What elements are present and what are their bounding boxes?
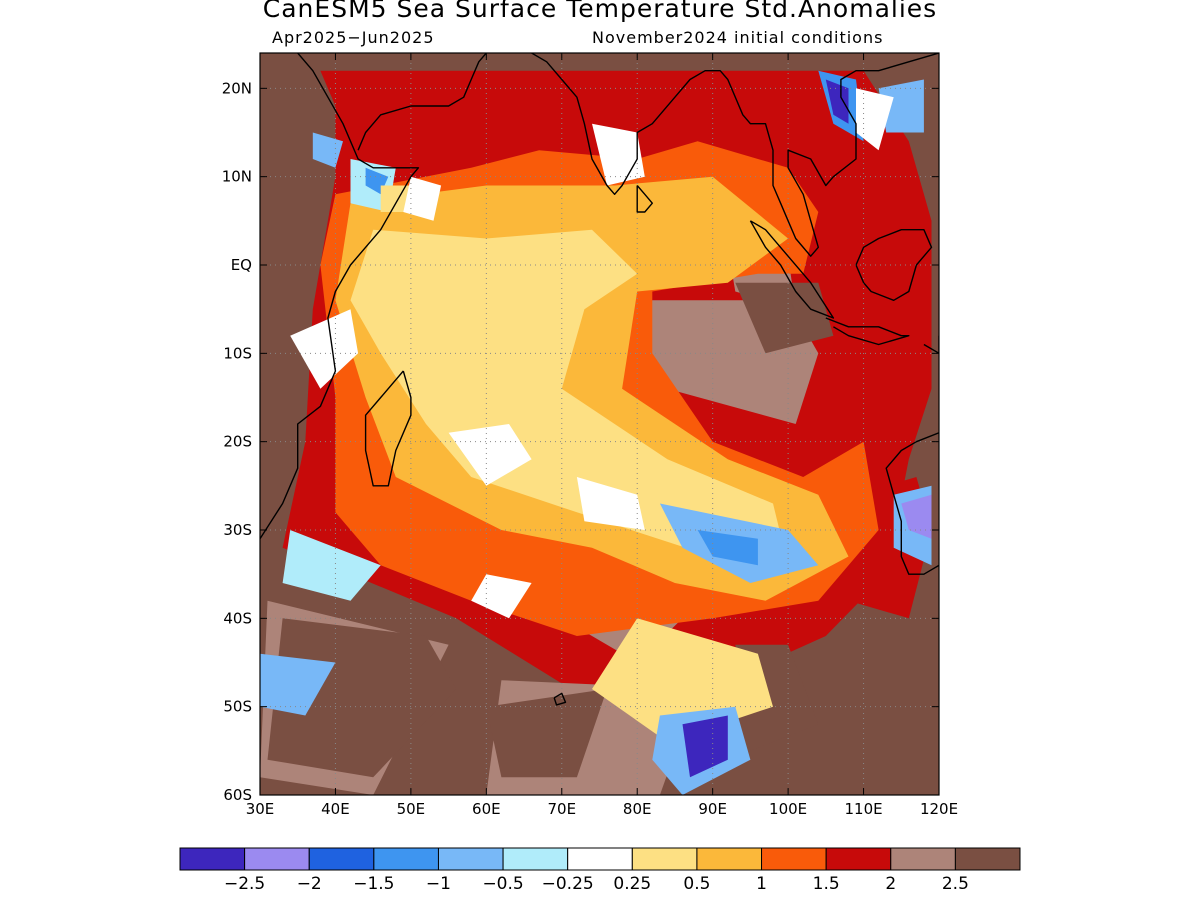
- y-tick-label: EQ: [231, 256, 252, 274]
- coastline: [825, 317, 910, 346]
- y-tick-label: 60S: [223, 786, 252, 804]
- y-tick-label: 10S: [223, 344, 252, 362]
- coastline: [364, 370, 412, 487]
- anomaly-region: [471, 574, 532, 619]
- colorbar-swatch: [567, 847, 633, 871]
- anomaly-region: [901, 494, 932, 539]
- y-tick-label: 20N: [222, 79, 252, 97]
- colorbar-swatch: [502, 847, 569, 871]
- x-tick-label: 30E: [246, 800, 275, 818]
- anomaly-region: [350, 229, 789, 566]
- colorbar-swatch: [696, 847, 763, 871]
- y-tick-label: 20S: [223, 433, 252, 451]
- colorbar-label: 0.5: [683, 874, 710, 894]
- y-tick-label: 10N: [222, 168, 252, 186]
- colorbar: −2.5 −2 −1.5 −1 −0.5 −0.25 0.25 0.5 1 1.5 2 2.5: [179, 847, 1021, 894]
- colorbar-label: −2: [297, 874, 322, 894]
- anomaly-region: [290, 309, 359, 389]
- coastline: [531, 53, 939, 257]
- anomaly-region: [282, 530, 381, 601]
- colorbar-label: 1: [756, 874, 767, 894]
- colorbar-label: −1: [426, 874, 451, 894]
- anomaly-region: [403, 176, 442, 221]
- colorbar-swatch: [308, 847, 375, 871]
- anomaly-region: [486, 689, 607, 778]
- colorbar-label: −0.5: [482, 874, 523, 894]
- colorbar-label: −0.25: [542, 874, 594, 894]
- colorbar-swatch: [761, 847, 827, 871]
- colorbar-label: −1.5: [353, 874, 394, 894]
- colorbar-swatch: [437, 847, 504, 871]
- chart-title: CanESM5 Sea Surface Temperature Std.Anom…: [262, 0, 938, 23]
- coastline: [636, 185, 653, 213]
- colorbar-label: 1.5: [813, 874, 840, 894]
- anomaly-region: [576, 477, 645, 530]
- axis-ticks: 30E 40E 50E 60E 70E 80E 90E 100E 110E 120E 20N 10N E…: [222, 53, 958, 818]
- colorbar-swatch: [954, 847, 1021, 871]
- x-tick-label: 80E: [623, 800, 652, 818]
- anomaly-region: [260, 653, 336, 716]
- grid-lines: [260, 53, 939, 795]
- coastline: [885, 432, 939, 575]
- x-tick-label: 70E: [547, 800, 576, 818]
- colorbar-swatch: [825, 847, 892, 871]
- coastline: [357, 53, 487, 151]
- coastline: [855, 228, 933, 301]
- y-tick-label: 50S: [223, 698, 252, 716]
- colorbar-label: 0.25: [613, 874, 651, 894]
- x-tick-label: 100E: [769, 800, 807, 818]
- x-tick-label: 50E: [397, 800, 426, 818]
- x-tick-label: 40E: [321, 800, 350, 818]
- anomaly-region: [878, 79, 924, 133]
- anomaly-region: [825, 79, 849, 124]
- colorbar-swatch: [244, 847, 310, 871]
- x-tick-label: 110E: [845, 800, 883, 818]
- coastlines: [260, 53, 939, 706]
- anomaly-field: [260, 53, 939, 795]
- anomaly-region: [682, 715, 728, 778]
- colorbar-swatch: [890, 847, 956, 871]
- x-tick-label: 90E: [698, 800, 727, 818]
- colorbar-swatch: [373, 847, 439, 871]
- coastline: [749, 220, 835, 319]
- colorbar-label: 2: [885, 874, 896, 894]
- forecast-period: Apr2025−Jun2025: [272, 28, 435, 47]
- coastline: [260, 53, 420, 540]
- colorbar-label: 2.5: [942, 874, 969, 894]
- plot-frame: [259, 52, 940, 796]
- colorbar-label: −2.5: [224, 874, 265, 894]
- colorbar-swatch: [179, 847, 246, 871]
- coastline: [553, 692, 567, 706]
- initial-conditions: November2024 initial conditions: [592, 28, 884, 47]
- anomaly-region: [856, 88, 894, 151]
- anomaly-region: [448, 424, 532, 486]
- y-tick-label: 40S: [223, 609, 252, 627]
- x-tick-label: 60E: [472, 800, 501, 818]
- anomaly-region: [267, 618, 457, 778]
- y-tick-label: 30S: [223, 521, 252, 539]
- colorbar-swatch: [631, 847, 698, 871]
- coastline: [923, 335, 939, 354]
- x-tick-label: 120E: [920, 800, 958, 818]
- anomaly-region: [735, 282, 834, 354]
